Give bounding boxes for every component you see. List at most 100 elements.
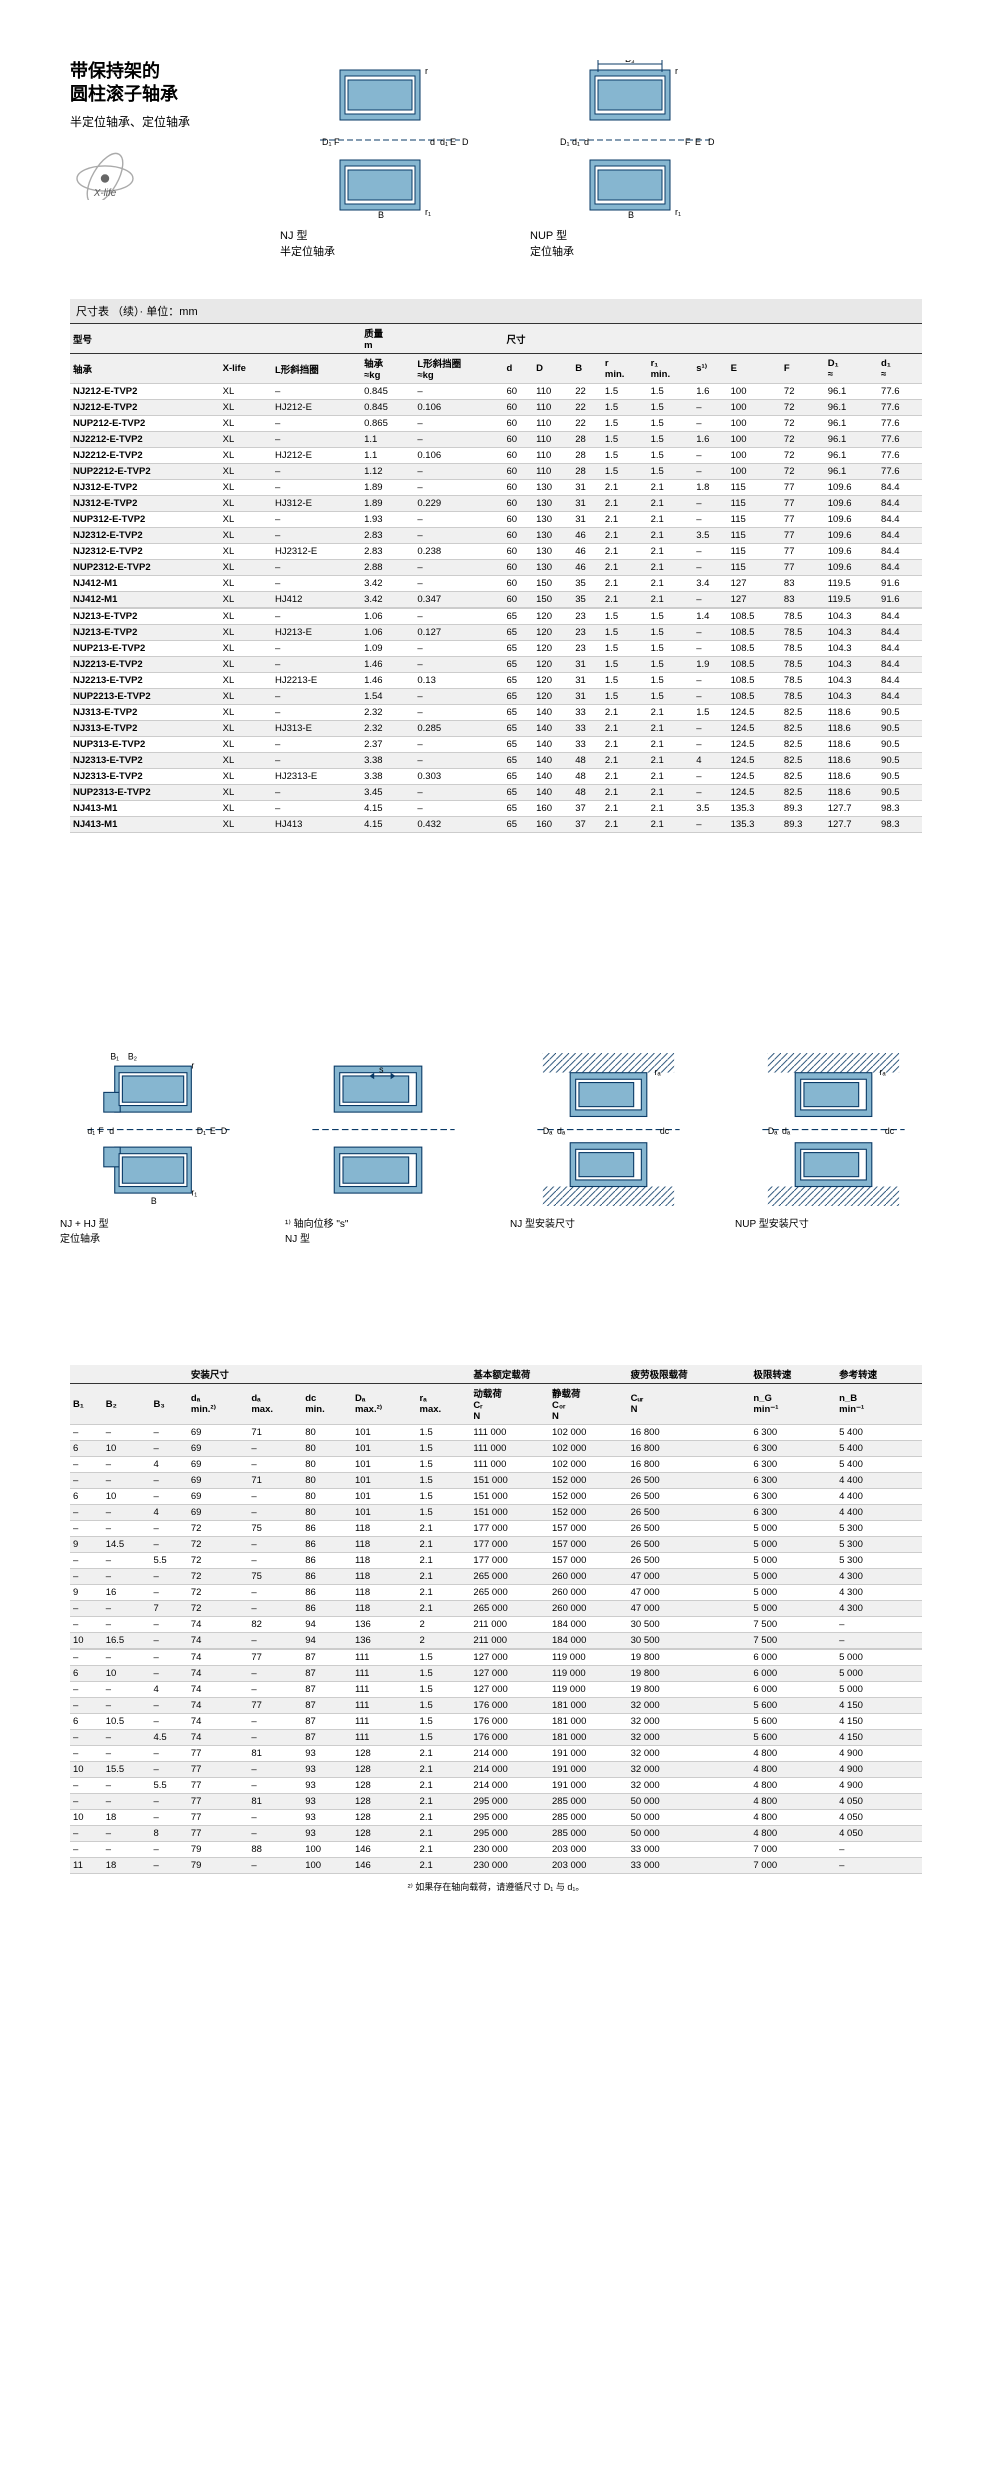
table-cell: 2.1	[648, 817, 694, 833]
table-cell: 118.6	[825, 769, 878, 785]
svg-text:E: E	[450, 137, 456, 147]
table-cell: 2.1	[648, 753, 694, 769]
table-cell: 16.5	[103, 1633, 151, 1649]
t2-col-header: n_G min⁻¹	[750, 1384, 836, 1425]
table-cell: –	[414, 416, 503, 432]
table-cell: 4 150	[836, 1730, 922, 1746]
table-cell: 72	[781, 448, 825, 464]
table-cell: 74	[188, 1633, 248, 1649]
table-cell: 88	[248, 1842, 302, 1858]
table-cell: 0.845	[361, 400, 414, 416]
table-cell: –	[248, 1601, 302, 1617]
table-cell: 93	[302, 1762, 352, 1778]
table-cell: NUP213-E-TVP2	[70, 641, 220, 657]
svg-text:B: B	[378, 210, 384, 220]
table-cell: 120	[533, 609, 572, 625]
ld1-cap1: NJ + HJ 型	[60, 1219, 109, 1230]
svg-text:B₃: B₃	[625, 60, 635, 64]
table-cell: 1.5	[648, 416, 694, 432]
svg-text:F: F	[685, 137, 691, 147]
table-cell: –	[836, 1842, 922, 1858]
table-cell: –	[414, 528, 503, 544]
table-cell: 6 300	[750, 1473, 836, 1489]
table-cell: 65	[503, 801, 533, 817]
table-cell: 77	[188, 1794, 248, 1810]
table-cell: 2.1	[417, 1842, 471, 1858]
table-cell: 1.5	[417, 1682, 471, 1698]
t2-col-header: B₁	[70, 1384, 103, 1425]
table-cell: NUP2212-E-TVP2	[70, 464, 220, 480]
table-cell: 2.1	[417, 1553, 471, 1569]
table-cell: 7 000	[750, 1858, 836, 1874]
table-cell: 48	[572, 785, 602, 801]
ld2-cap: ¹⁾ 轴向位移 "s" NJ 型	[285, 1215, 482, 1245]
t1-col-header: 轴承	[70, 354, 220, 384]
table-cell: XL	[220, 576, 272, 592]
table-cell: 31	[572, 480, 602, 496]
svg-text:dₐ: dₐ	[782, 1126, 791, 1136]
table-row: NUP2212-E-TVP2XL–1.12–60110281.51.5–1007…	[70, 464, 922, 480]
table-cell: 6 000	[750, 1682, 836, 1698]
table-cell: 74	[188, 1730, 248, 1746]
table-cell: 4 800	[750, 1778, 836, 1794]
table-row: –––6971801011.5111 000102 00016 8006 300…	[70, 1425, 922, 1441]
table-cell: 108.5	[728, 689, 781, 705]
table-cell: 1.93	[361, 512, 414, 528]
table-cell: NJ313-E-TVP2	[70, 705, 220, 721]
table-cell: 72	[188, 1553, 248, 1569]
table-cell: 23	[572, 609, 602, 625]
table-cell: 65	[503, 705, 533, 721]
table-cell: 37	[572, 801, 602, 817]
table-cell: 136	[352, 1617, 417, 1633]
table-cell: HJ2313-E	[272, 769, 361, 785]
table-cell: 4 800	[750, 1826, 836, 1842]
table-cell: 111	[352, 1666, 417, 1682]
table-cell: 5.5	[150, 1553, 187, 1569]
table-cell: NJ412-M1	[70, 592, 220, 608]
table-cell: 32 000	[628, 1778, 751, 1794]
table-row: NJ2213-E-TVP2XLHJ2213-E1.460.1365120311.…	[70, 673, 922, 689]
table-cell: 22	[572, 416, 602, 432]
table-cell: 0.845	[361, 384, 414, 400]
table-cell: –	[693, 673, 727, 689]
table-cell: –	[272, 689, 361, 705]
table-cell: 124.5	[728, 753, 781, 769]
table-cell: 74	[188, 1682, 248, 1698]
diagram-s-displacement: s ¹⁾ 轴向位移 "s" NJ 型	[285, 1053, 482, 1245]
table-cell: 28	[572, 448, 602, 464]
table-cell: 1.5	[602, 464, 648, 480]
table-cell: 3.38	[361, 769, 414, 785]
table-cell: –	[150, 1569, 187, 1585]
table-cell: 211 000	[470, 1633, 549, 1649]
table-cell: 1.5	[417, 1505, 471, 1521]
table-cell: –	[693, 625, 727, 641]
table-cell: 1.54	[361, 689, 414, 705]
table-cell: 135.3	[728, 817, 781, 833]
table-cell: 72	[188, 1537, 248, 1553]
table-cell: 7 000	[750, 1842, 836, 1858]
table-cell: 90.5	[878, 737, 922, 753]
table-cell: NJ313-E-TVP2	[70, 721, 220, 737]
table-cell: 46	[572, 560, 602, 576]
table-cell: 128	[352, 1778, 417, 1794]
table-cell: 5 600	[750, 1698, 836, 1714]
table-row: 610.5–74–871111.5176 000181 00032 0005 6…	[70, 1714, 922, 1730]
t1-col-header: X-life	[220, 354, 272, 384]
t2-col-header: rₐ max.	[417, 1384, 471, 1425]
table-cell: 120	[533, 625, 572, 641]
table-cell: 2.1	[417, 1826, 471, 1842]
table-cell: 94	[302, 1617, 352, 1633]
table-cell: 60	[503, 528, 533, 544]
table-row: NJ2312-E-TVP2XL–2.83–60130462.12.13.5115…	[70, 528, 922, 544]
load-table: 安装尺寸基本额定载荷疲劳极限载荷极限转速参考转速B₁B₂B₃dₐ min.²⁾d…	[70, 1365, 922, 1874]
table-cell: 82.5	[781, 785, 825, 801]
table-cell: XL	[220, 769, 272, 785]
table-cell: 2.1	[602, 737, 648, 753]
table-cell: 1.5	[417, 1441, 471, 1457]
table-cell: 152 000	[549, 1505, 628, 1521]
table-cell: 3.45	[361, 785, 414, 801]
table-cell: 2	[417, 1633, 471, 1649]
table-row: NJ213-E-TVP2XL–1.06–65120231.51.51.4108.…	[70, 609, 922, 625]
table-row: –––7482941362211 000184 00030 5007 500–	[70, 1617, 922, 1633]
table-cell: 101	[352, 1457, 417, 1473]
